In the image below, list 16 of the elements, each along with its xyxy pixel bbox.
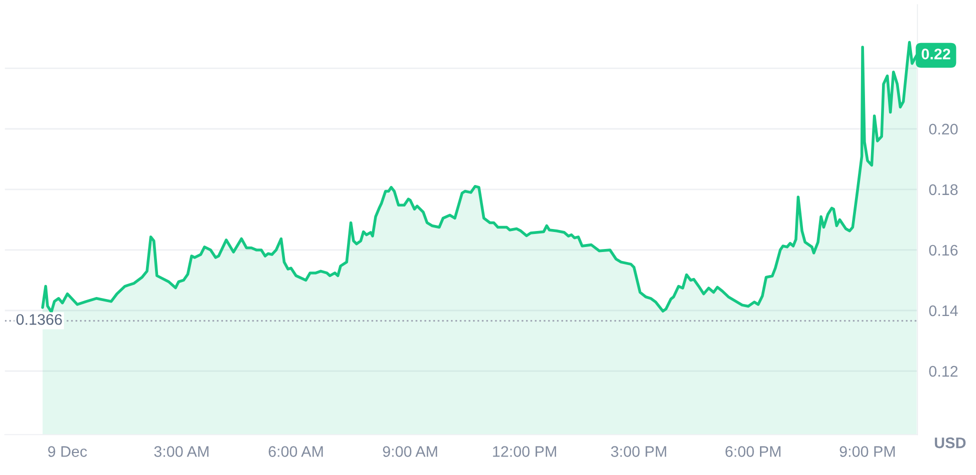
y-axis-title: USD xyxy=(934,437,966,448)
x-tick-label: 9:00 AM xyxy=(382,446,438,457)
y-tick-label: 0.12 xyxy=(929,366,958,377)
x-tick-label: 6:00 PM xyxy=(726,446,780,457)
y-tick-label: 0.14 xyxy=(929,305,958,316)
x-tick-label: 9 Dec xyxy=(48,446,87,457)
y-tick-label: 0.18 xyxy=(929,184,958,196)
x-tick-label: 6:00 AM xyxy=(268,446,323,457)
x-tick-label: 3:00 AM xyxy=(154,446,208,457)
ref-line-label: 0.1366 xyxy=(16,314,62,325)
y-tick-label: 0.20 xyxy=(929,124,958,135)
x-tick-label: 12:00 PM xyxy=(493,446,556,457)
x-tick-label: 3:00 PM xyxy=(611,446,666,457)
y-tick-label: 0.16 xyxy=(929,244,958,256)
x-tick-label: 9:00 PM xyxy=(840,446,895,457)
text: 0.22 xyxy=(922,48,950,60)
